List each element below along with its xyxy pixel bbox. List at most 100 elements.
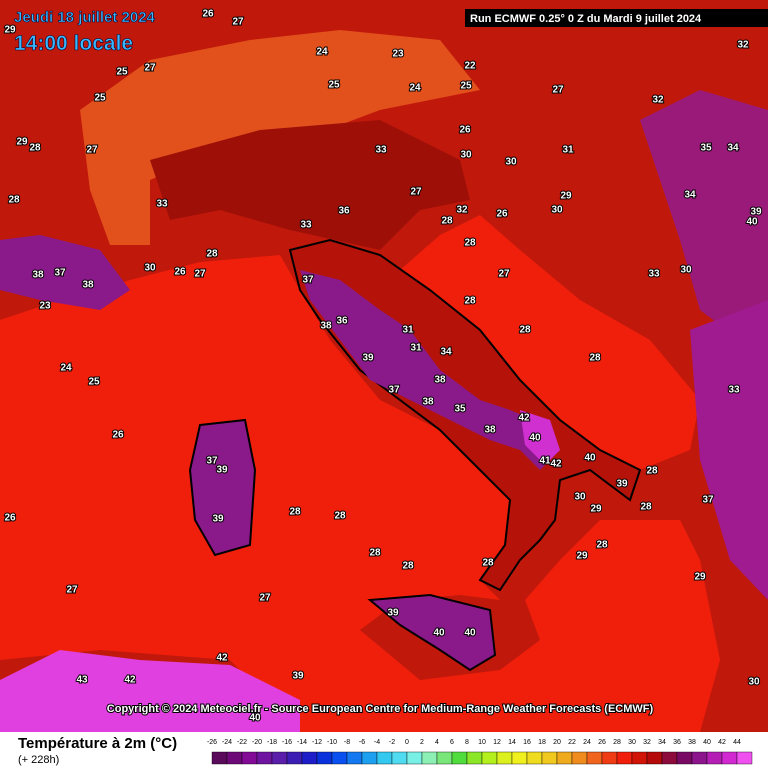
colorbar: -26 -24 -22 -20 -18 -16 -14 -12 -10 -8 -6 -4 -2 0 2 4 6 8… — [207, 739, 753, 765]
colorbar-cell — [571, 751, 588, 765]
temperature-label: 37 — [702, 495, 714, 506]
colorbar-tick-label: 2 — [420, 739, 424, 746]
temperature-label: 28 — [334, 511, 346, 522]
colorbar-cell — [331, 751, 348, 765]
temperature-label: 34 — [684, 190, 696, 201]
sicily — [367, 593, 497, 672]
sea — [0, 255, 720, 732]
temperature-label: 24 — [60, 363, 72, 374]
balkans-hot-south — [690, 300, 768, 600]
colorbar-tick-label: 22 — [568, 739, 576, 746]
colorbar-cell — [646, 751, 663, 765]
temperature-label: 28 — [646, 466, 658, 477]
temperature-label: 35 — [454, 404, 466, 415]
temperature-label: 30 — [748, 677, 760, 688]
colorbar-tick-label: 6 — [450, 739, 454, 746]
colorbar-cell — [316, 751, 333, 765]
temperature-label: 39 — [362, 353, 374, 364]
temperature-label: 33 — [300, 220, 312, 231]
colorbar-tick-label: 24 — [583, 739, 591, 746]
temperature-label: 25 — [460, 81, 472, 92]
colorbar-cell — [256, 751, 273, 765]
temperature-label: 40 — [529, 433, 541, 444]
colorbar-tick-label: 34 — [658, 739, 666, 746]
temperature-label: 26 — [496, 209, 508, 220]
colorbar-cell — [421, 751, 438, 765]
temperature-label: 29 — [694, 572, 706, 583]
colorbar-tick-label: 4 — [435, 739, 439, 746]
temperature-label: 38 — [82, 280, 94, 291]
temperature-label: 31 — [402, 325, 414, 336]
colorbar-tick-label: 16 — [523, 739, 531, 746]
date: Jeudi 18 juillet 2024 — [14, 9, 156, 26]
colorbar-tick-label: -14 — [297, 739, 307, 746]
colorbar-tick-label: -18 — [267, 739, 277, 746]
temperature-label: 27 — [194, 269, 206, 280]
temperature-label: 40 — [249, 713, 261, 724]
colorbar-cell — [661, 751, 678, 765]
colorbar-tick-label: 44 — [733, 739, 741, 746]
temperature-label: 22 — [464, 61, 476, 72]
local-time: 14:00 locale — [14, 32, 133, 55]
run-box — [465, 9, 768, 27]
colorbar-tick-label: 42 — [718, 739, 726, 746]
temperature-label: 27 — [66, 585, 78, 596]
colorbar-cell — [631, 751, 648, 765]
temperature-label: 37 — [388, 385, 400, 396]
temperature-label: 28 — [464, 296, 476, 307]
temperature-label: 27 — [86, 145, 98, 156]
temperature-label: 40 — [746, 217, 758, 228]
colorbar-cell — [616, 751, 633, 765]
temperature-label: 30 — [144, 263, 156, 274]
temperature-label: 37 — [206, 456, 218, 467]
colorbar-cell — [601, 751, 618, 765]
temperature-label: 25 — [116, 67, 128, 78]
colorbar-cell — [391, 751, 408, 765]
colorbar-tick-label: 38 — [688, 739, 696, 746]
colorbar-cell — [676, 751, 693, 765]
temperature-label: 32 — [737, 40, 749, 51]
temperature-label: 34 — [440, 347, 452, 358]
sardinia — [188, 418, 257, 557]
temperature-label: 28 — [206, 249, 218, 260]
colorbar-cell — [271, 751, 288, 765]
colorbar-tick-label: -10 — [327, 739, 337, 746]
colorbar-tick-label: -8 — [344, 739, 350, 746]
temperature-label: 24 — [316, 47, 328, 58]
colorbar-tick-label: 10 — [478, 739, 486, 746]
temperature-label: 28 — [289, 507, 301, 518]
temperature-label: 29 — [576, 551, 588, 562]
colorbar-cell — [706, 751, 723, 765]
temperature-label: 36 — [336, 316, 348, 327]
temperature-label: 26 — [459, 125, 471, 136]
temperature-label: 26 — [202, 9, 214, 20]
temperature-label: 28 — [482, 558, 494, 569]
temperature-label: 30 — [551, 205, 563, 216]
copyright: Copyright © 2024 Meteociel.fr - Source E… — [107, 703, 654, 715]
colorbar-tick-label: 32 — [643, 739, 651, 746]
temperature-label: 42 — [216, 653, 228, 664]
temperature-label: 31 — [410, 343, 422, 354]
temperature-label: 27 — [259, 593, 271, 604]
temperature-label: 27 — [498, 269, 510, 280]
temperature-label: 42 — [518, 413, 530, 424]
temperature-label: 42 — [550, 459, 562, 470]
temperature-label: 28 — [596, 540, 608, 551]
temperature-label: 33 — [156, 199, 168, 210]
temperature-label: 23 — [392, 49, 404, 60]
temperature-label: 33 — [375, 145, 387, 156]
temperature-label: 25 — [94, 93, 106, 104]
colorbar-tick-label: -4 — [374, 739, 380, 746]
temperature-label: 38 — [320, 321, 332, 332]
temperature-label: 27 — [144, 63, 156, 74]
temperature-label: 36 — [338, 206, 350, 217]
temperature-label: 35 — [700, 143, 712, 154]
temperature-label: 27 — [232, 17, 244, 28]
colorbar-tick-label: 36 — [673, 739, 681, 746]
temperature-label: 28 — [402, 561, 414, 572]
temperature-label: 29 — [560, 191, 572, 202]
legend-subtitle: (+ 228h) — [18, 754, 59, 766]
temperature-label: 39 — [216, 465, 228, 476]
temperature-label: 31 — [562, 145, 574, 156]
